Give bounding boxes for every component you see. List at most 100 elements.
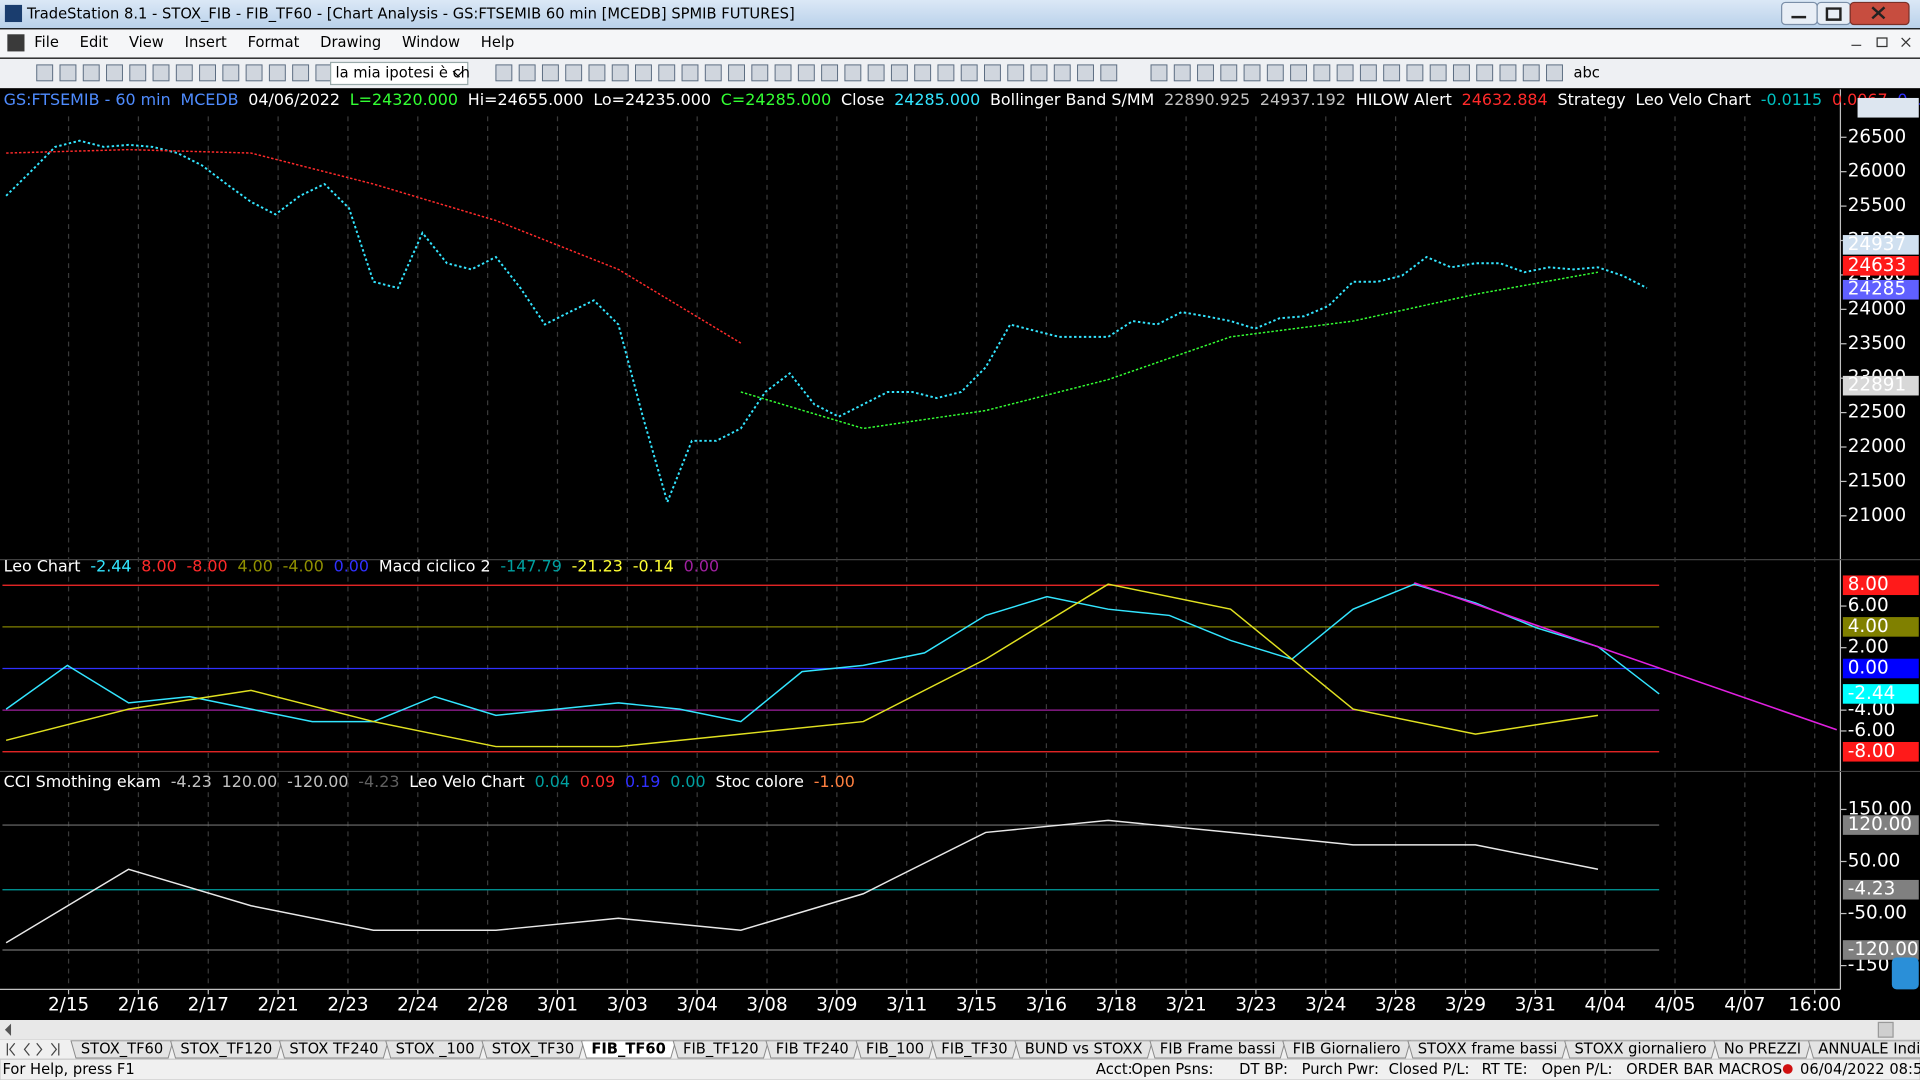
tab-label[interactable]: STOX_TF30: [492, 1040, 574, 1057]
tool-button[interactable]: [844, 64, 862, 82]
tool-button[interactable]: [728, 64, 745, 82]
tab[interactable]: [765, 1040, 860, 1059]
tool-button[interactable]: [1077, 64, 1094, 82]
tool-button[interactable]: [1100, 64, 1118, 82]
side-widget[interactable]: [1891, 957, 1919, 990]
tool-button[interactable]: [82, 64, 100, 82]
combo-box[interactable]: [330, 61, 469, 86]
tool-button[interactable]: [867, 64, 885, 82]
tab-label[interactable]: STOX_TF60: [81, 1040, 163, 1057]
menu-item[interactable]: Format: [248, 34, 300, 51]
tool-button[interactable]: [1429, 64, 1447, 82]
tab[interactable]: [1807, 1040, 1920, 1059]
tab-label[interactable]: STOX_TF120: [180, 1040, 272, 1057]
tab-label[interactable]: STOX TF240: [289, 1040, 378, 1057]
tab[interactable]: [1014, 1040, 1154, 1059]
tab[interactable]: [1407, 1040, 1568, 1059]
minimize-button[interactable]: [1781, 1, 1818, 26]
tool-button[interactable]: [704, 64, 722, 82]
tool-button[interactable]: [588, 64, 606, 82]
tool-button[interactable]: [1053, 64, 1071, 82]
tool-button[interactable]: [1383, 64, 1401, 82]
tool-button[interactable]: [1359, 64, 1377, 82]
tool-button[interactable]: [821, 64, 839, 82]
tab[interactable]: [169, 1040, 283, 1059]
menu-item[interactable]: Help: [481, 34, 514, 51]
tool-button[interactable]: [315, 64, 333, 82]
tool-button[interactable]: [611, 64, 629, 82]
tool-button[interactable]: [541, 64, 559, 82]
tab-label[interactable]: STOXX giornaliero: [1574, 1040, 1706, 1057]
tool-button[interactable]: [495, 64, 513, 82]
menu-item[interactable]: File: [34, 34, 59, 51]
tool-button[interactable]: [681, 64, 699, 82]
tab-label[interactable]: ANNUALE Indici: [1818, 1040, 1920, 1057]
tab-label[interactable]: FIB_TF60: [591, 1040, 666, 1057]
tab-label[interactable]: FIB Giornaliero: [1293, 1040, 1401, 1057]
tool-button[interactable]: [1546, 64, 1563, 82]
tool-button[interactable]: [797, 64, 815, 82]
mdi-controls[interactable]: [1851, 37, 1911, 48]
tool-button[interactable]: [1266, 64, 1284, 82]
tab-label[interactable]: FIB TF240: [776, 1040, 849, 1057]
tool-button[interactable]: [635, 64, 652, 82]
tool-button[interactable]: [1173, 64, 1191, 82]
tool-button[interactable]: [1406, 64, 1424, 82]
tool-button[interactable]: [36, 64, 54, 82]
tool-button[interactable]: [1243, 64, 1261, 82]
tool-button[interactable]: [774, 64, 792, 82]
tool-button[interactable]: [1290, 64, 1308, 82]
menu-item[interactable]: Drawing: [320, 34, 381, 51]
tab[interactable]: [1713, 1040, 1812, 1059]
tool-button[interactable]: [751, 64, 769, 82]
tab-label[interactable]: FIB_TF120: [683, 1040, 759, 1057]
tab-label[interactable]: No PREZZI: [1724, 1040, 1801, 1057]
tool-button[interactable]: [658, 64, 676, 82]
tool-button[interactable]: [1030, 64, 1048, 82]
tab[interactable]: [855, 1040, 935, 1059]
tool-button[interactable]: [245, 64, 263, 82]
tab[interactable]: [481, 1040, 585, 1059]
tool-button[interactable]: [129, 64, 147, 82]
tab-label[interactable]: STOXX frame bassi: [1418, 1040, 1558, 1057]
tab[interactable]: [385, 1040, 486, 1059]
h-scrollbar[interactable]: [0, 1020, 1920, 1040]
tool-button[interactable]: [984, 64, 1001, 82]
tool-button[interactable]: [1452, 64, 1470, 82]
tool-button[interactable]: [1197, 64, 1214, 82]
tool-button[interactable]: [106, 64, 123, 82]
tool-button[interactable]: [1150, 64, 1168, 82]
tool-button[interactable]: [960, 64, 978, 82]
tool-button[interactable]: [1499, 64, 1517, 82]
tool-button[interactable]: [1220, 64, 1238, 82]
tool-button[interactable]: [1476, 64, 1494, 82]
tool-button[interactable]: [175, 64, 193, 82]
tab[interactable]: [70, 1040, 174, 1059]
tab-label[interactable]: BUND vs STOXX: [1025, 1040, 1143, 1057]
tab-label[interactable]: FIB_100: [866, 1040, 924, 1057]
menu-item[interactable]: View: [129, 34, 164, 51]
tab-label[interactable]: FIB_TF30: [941, 1040, 1007, 1057]
scroll-thumb[interactable]: [1877, 1021, 1894, 1038]
tool-button[interactable]: [199, 64, 217, 82]
tab[interactable]: [278, 1040, 389, 1059]
tool-button[interactable]: [222, 64, 240, 82]
tool-button[interactable]: [1313, 64, 1331, 82]
menu-item[interactable]: Edit: [80, 34, 109, 51]
tool-button[interactable]: [518, 64, 536, 82]
tool-button[interactable]: [1336, 64, 1354, 82]
tool-button[interactable]: [268, 64, 286, 82]
tool-button[interactable]: [59, 64, 77, 82]
tool-button[interactable]: [1007, 64, 1025, 82]
tool-button[interactable]: [937, 64, 955, 82]
menu-item[interactable]: Window: [402, 34, 460, 51]
text-tool[interactable]: abc: [1573, 64, 1599, 81]
tab-nav[interactable]: [6, 1042, 60, 1056]
tool-button[interactable]: [890, 64, 908, 82]
tool-button[interactable]: [152, 64, 170, 82]
tool-button[interactable]: [565, 64, 583, 82]
tab[interactable]: [1282, 1040, 1411, 1059]
tool-button[interactable]: [914, 64, 932, 82]
tab[interactable]: [1564, 1040, 1718, 1059]
pane-controls[interactable]: [1857, 97, 1919, 118]
